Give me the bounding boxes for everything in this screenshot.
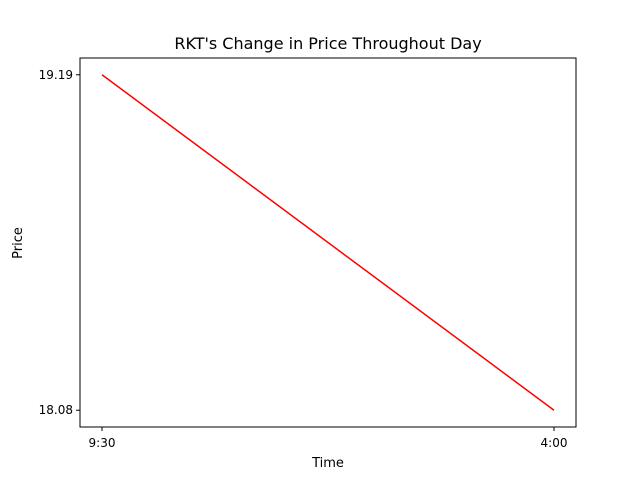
chart-title: RKT's Change in Price Throughout Day xyxy=(174,34,481,53)
x-axis-label: Time xyxy=(311,456,344,471)
y-axis-ticks: 19.19 18.08 xyxy=(39,68,80,417)
x-tick-label: 4:00 xyxy=(541,436,568,450)
y-tick-label: 18.08 xyxy=(39,403,73,417)
series-layer xyxy=(101,74,555,411)
price-series-line xyxy=(101,74,555,411)
x-axis-ticks: 9:30 4:00 xyxy=(89,427,568,450)
y-tick-label: 19.19 xyxy=(39,68,73,82)
x-tick-label: 9:30 xyxy=(89,436,116,450)
y-axis-label: Price xyxy=(11,227,26,259)
